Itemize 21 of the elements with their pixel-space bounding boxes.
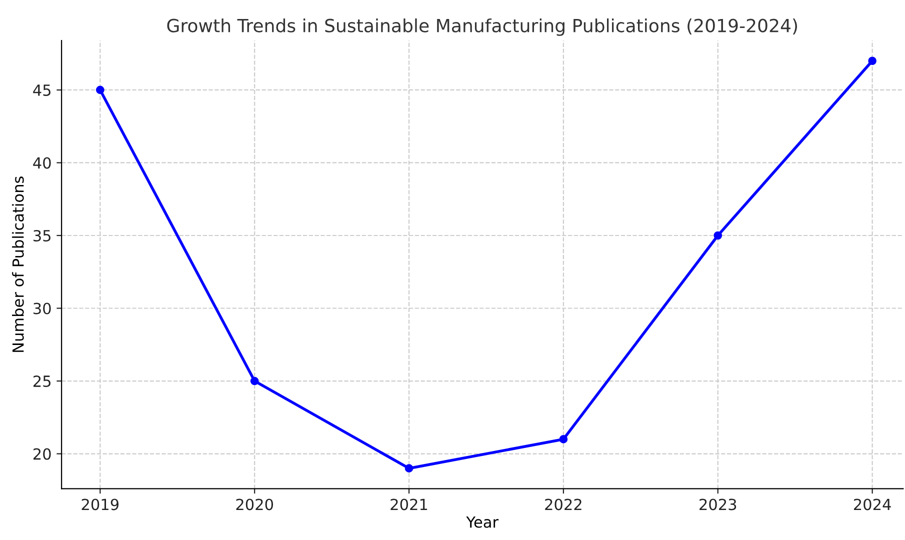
x-tick-label: 2024 bbox=[854, 498, 891, 510]
y-tick-label: 30 bbox=[34, 302, 51, 314]
x-axis-title: Year bbox=[466, 516, 499, 528]
chart-title: Growth Trends in Sustainable Manufacturing Publications (2019-2024) bbox=[167, 18, 797, 36]
point bbox=[559, 435, 568, 444]
x-tick-label: 2022 bbox=[545, 498, 582, 510]
y-tick-label: 45 bbox=[33, 84, 50, 96]
x-tick-label: 2020 bbox=[236, 498, 274, 510]
point bbox=[96, 86, 104, 94]
point bbox=[868, 56, 876, 66]
x-tick-label: 2023 bbox=[700, 498, 736, 510]
y-tick-label: 20 bbox=[33, 448, 51, 460]
y-tick-label: 25 bbox=[33, 375, 50, 388]
x-tick-label: 2019 bbox=[82, 498, 119, 510]
y-tick-label: 40 bbox=[33, 157, 51, 169]
point bbox=[404, 464, 414, 472]
point bbox=[250, 376, 259, 386]
x-tick-label: 2021 bbox=[390, 498, 428, 510]
y-axis-title: Number of Publications bbox=[12, 176, 24, 352]
point bbox=[714, 231, 722, 240]
y-tick-label: 35 bbox=[34, 230, 50, 242]
